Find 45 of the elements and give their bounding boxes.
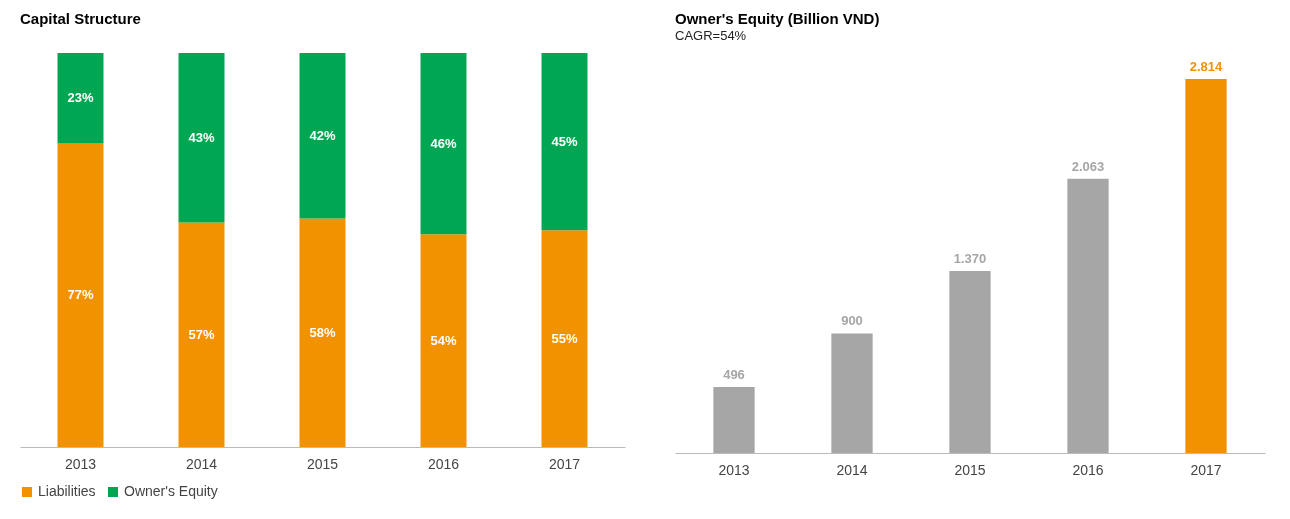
bar bbox=[949, 270, 991, 453]
data-label: 496 bbox=[723, 367, 745, 383]
x-tick-label: 2017 bbox=[1190, 461, 1222, 478]
data-label: 42% bbox=[309, 127, 336, 143]
x-tick-label: 2016 bbox=[1072, 461, 1104, 478]
data-label: 2.063 bbox=[1071, 158, 1105, 174]
x-tick-label: 2015 bbox=[954, 461, 986, 478]
data-label: 45% bbox=[551, 133, 578, 149]
bar bbox=[420, 234, 467, 447]
bar bbox=[57, 143, 104, 447]
bar bbox=[299, 218, 346, 447]
bar bbox=[178, 222, 225, 447]
data-label: 77% bbox=[67, 287, 94, 303]
x-tick-label: 2015 bbox=[306, 455, 339, 472]
legend-label: Owner's Equity bbox=[124, 483, 218, 499]
data-label: 23% bbox=[67, 90, 94, 106]
bar bbox=[1067, 178, 1109, 453]
data-label: 1.370 bbox=[953, 250, 987, 266]
data-label: 55% bbox=[551, 330, 578, 346]
legend-label: Liabilities bbox=[38, 483, 96, 499]
data-label: 58% bbox=[309, 324, 336, 340]
x-tick-label: 2013 bbox=[718, 461, 750, 478]
bar bbox=[1185, 79, 1227, 453]
bar bbox=[541, 53, 588, 231]
data-label: 900 bbox=[841, 313, 863, 329]
chart-subtitle: CAGR=54% bbox=[675, 28, 747, 43]
bar bbox=[541, 230, 588, 447]
bar bbox=[57, 53, 104, 144]
chart-title: Owner's Equity (Billion VND) bbox=[675, 10, 880, 27]
x-tick-label: 2013 bbox=[64, 455, 97, 472]
data-label: 2.814 bbox=[1189, 59, 1224, 74]
bar bbox=[420, 53, 467, 235]
bar bbox=[713, 387, 755, 453]
x-tick-label: 2014 bbox=[836, 461, 868, 478]
data-label: 54% bbox=[430, 332, 457, 348]
x-tick-label: 2014 bbox=[185, 455, 218, 472]
bar bbox=[178, 53, 225, 223]
data-label: 46% bbox=[430, 135, 457, 151]
bar bbox=[831, 333, 873, 453]
bar bbox=[299, 53, 346, 219]
data-label: 43% bbox=[188, 129, 215, 145]
x-tick-label: 2017 bbox=[548, 455, 581, 472]
data-label: 57% bbox=[188, 326, 215, 342]
chart-title: Capital Structure bbox=[20, 10, 141, 27]
x-tick-label: 2016 bbox=[427, 455, 460, 472]
